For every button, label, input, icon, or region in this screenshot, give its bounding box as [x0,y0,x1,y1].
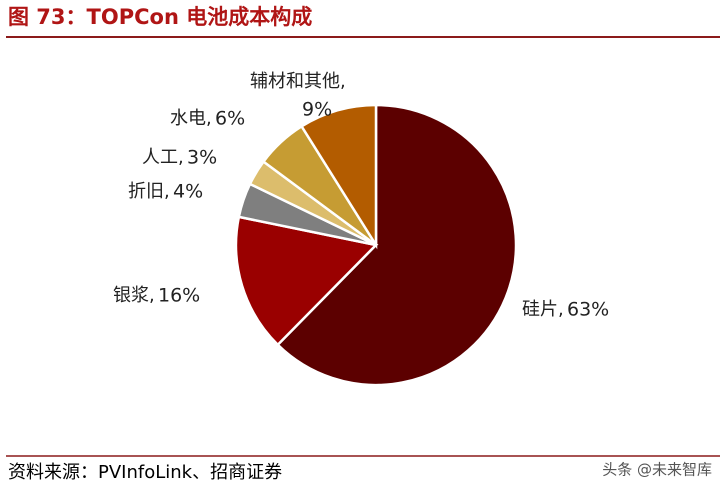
slice-value-label: 6% [215,108,245,130]
slice-value-label: 9% [302,99,332,121]
watermark: 头条 @未来智库 [602,461,712,479]
slice-value-label: 16% [158,285,200,307]
slice-category: 辅材和其他, [250,71,346,92]
slice-category: 硅片, [522,299,564,320]
chart-title: 图 73：TOPCon 电池成本构成 [8,5,312,29]
slice-value-label: 63% [567,299,609,321]
pie-slice [299,103,378,250]
slice-category: 水电, [170,108,212,129]
slice-value-label: 3% [187,147,217,169]
pie-slice [234,215,379,347]
source: 资料来源：PVInfoLink、招商证券 [8,462,282,483]
slice-category: 折旧, [128,181,170,202]
pie-slice [276,103,518,387]
slice-category: 银浆, [113,285,155,306]
slice-category: 人工, [142,147,184,168]
slice-value-label: 4% [173,181,203,203]
